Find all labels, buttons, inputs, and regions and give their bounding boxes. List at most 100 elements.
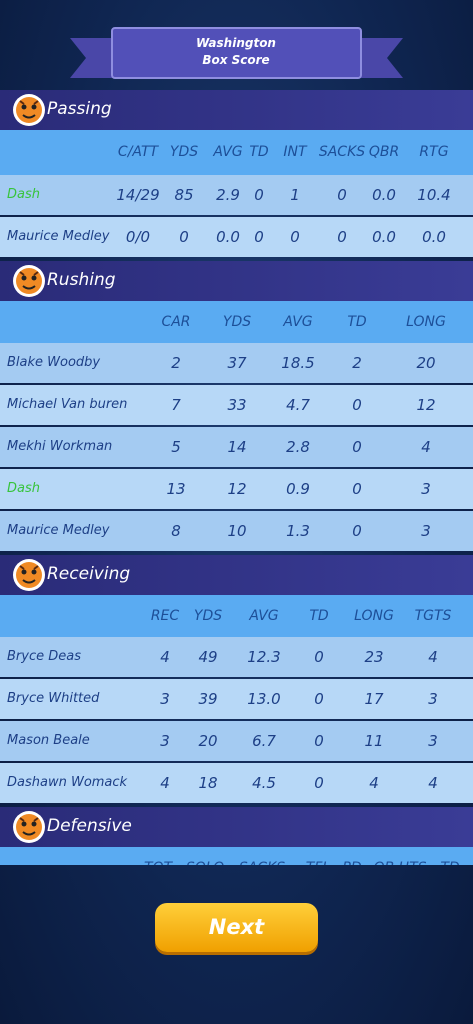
stat-value: 2	[171, 354, 181, 372]
stat-value: 4	[428, 774, 438, 792]
player-row: Bryce Whitted 3 39 13.0 0 17 3	[0, 679, 473, 719]
stat-value: 3	[428, 690, 438, 708]
column-header: INT	[283, 144, 307, 160]
stat-value: 5	[171, 438, 181, 456]
column-header: QB HTS	[373, 860, 426, 865]
stat-value: 0.0	[372, 228, 396, 246]
team-icon	[13, 265, 45, 297]
stat-value: 0.0	[422, 228, 446, 246]
stat-value: 11	[364, 732, 384, 750]
column-header-row: CAR YDS AVG TD LONG	[0, 301, 473, 343]
team-icon	[13, 811, 45, 843]
stat-value: 0	[254, 228, 264, 246]
column-header: CAR	[161, 314, 191, 330]
column-header: TFL	[306, 860, 330, 865]
stat-value: 4	[428, 648, 438, 666]
team-icon	[13, 94, 45, 126]
column-header: TD	[309, 608, 329, 624]
title-banner: Washington Box Score	[70, 27, 403, 79]
column-header: YDS	[169, 144, 199, 160]
column-header: REC	[150, 608, 180, 624]
stat-value: 0	[352, 396, 362, 414]
stat-value: 0	[337, 186, 347, 204]
player-name: Dashawn Womack	[7, 775, 128, 790]
stat-value: 0	[314, 732, 324, 750]
column-header: SACKS	[239, 860, 285, 865]
column-header: C/ATT	[117, 144, 159, 160]
column-header: SOLO	[186, 860, 224, 865]
stat-value: 18	[198, 774, 218, 792]
stat-value: 3	[160, 690, 170, 708]
player-name: Maurice Medley	[7, 523, 110, 538]
stat-value: 0	[352, 522, 362, 540]
stat-value: 0	[352, 438, 362, 456]
player-row: Dash 13 12 0.9 0 3	[0, 469, 473, 509]
stat-value: 0.9	[286, 480, 310, 498]
column-header: QBR	[368, 144, 400, 160]
column-header: AVG	[213, 144, 243, 160]
column-header-row: TOT SOLO SACKS TFL PD QB HTS TD	[0, 847, 473, 865]
stat-value: 49	[198, 648, 218, 666]
player-name: Bryce Whitted	[7, 691, 100, 706]
box-score-panel: Passing C/ATT YDS AVG TD INT SACKS QBR RTG Dash 14…	[0, 90, 473, 865]
next-button[interactable]: Next	[155, 903, 318, 952]
stat-value: 0	[314, 774, 324, 792]
player-name: Maurice Medley	[7, 229, 110, 244]
section-header: Passing	[0, 90, 473, 130]
stat-value: 0	[254, 186, 264, 204]
stat-value: 13.0	[247, 690, 281, 708]
column-header: RTG	[419, 144, 449, 160]
column-header: YDS	[193, 608, 223, 624]
player-name: Blake Woodby	[7, 355, 101, 370]
stat-value: 2.8	[286, 438, 310, 456]
player-row: Michael Van buren 7 33 4.7 0 12	[0, 385, 473, 425]
title-line: Washington	[196, 36, 276, 50]
player-row: Dash 14/29 85 2.9 0 1 0 0.0 10.4	[0, 175, 473, 215]
stat-value: 0	[337, 228, 347, 246]
column-header: AVG	[283, 314, 313, 330]
stat-value: 7	[171, 396, 181, 414]
stat-value: 8	[171, 522, 181, 540]
stat-value: 10.4	[417, 186, 451, 204]
column-header: YDS	[222, 314, 252, 330]
stat-value: 17	[364, 690, 384, 708]
stat-value: 85	[174, 186, 194, 204]
stat-value: 14	[227, 438, 247, 456]
stat-value: 3	[421, 522, 431, 540]
stat-value: 1.3	[286, 522, 310, 540]
stat-value: 12	[227, 480, 247, 498]
title-line: Box Score	[202, 53, 269, 67]
column-header: PD	[342, 860, 361, 865]
stat-value: 20	[416, 354, 436, 372]
player-name: Michael Van buren	[7, 397, 128, 412]
stat-value: 0.0	[216, 228, 240, 246]
stat-value: 0	[352, 480, 362, 498]
stat-value: 10	[227, 522, 247, 540]
stat-value: 2	[352, 354, 362, 372]
column-header: TD	[249, 144, 269, 160]
column-header-row: REC YDS AVG TD LONG TGTS	[0, 595, 473, 637]
column-header: LONG	[354, 608, 394, 624]
stat-value: 0	[179, 228, 189, 246]
stat-value: 12	[416, 396, 436, 414]
team-icon	[13, 559, 45, 591]
player-name: Mason Beale	[7, 733, 90, 748]
player-row: Maurice Medley 8 10 1.3 0 3	[0, 511, 473, 551]
player-name: Dash	[7, 481, 40, 496]
stat-value: 4	[160, 774, 170, 792]
stat-value: 6.7	[252, 732, 276, 750]
section-header: Receiving	[0, 555, 473, 595]
player-row: Maurice Medley 0/0 0 0.0 0 0 0 0.0 0.0	[0, 217, 473, 257]
stat-value: 14/29	[116, 186, 160, 204]
stat-value: 13	[166, 480, 186, 498]
stat-value: 20	[198, 732, 218, 750]
player-row: Mekhi Workman 5 14 2.8 0 4	[0, 427, 473, 467]
stat-value: 4.7	[286, 396, 310, 414]
section-header: Defensive	[0, 807, 473, 847]
player-name: Dash	[7, 187, 40, 202]
section-title: Defensive	[47, 816, 132, 836]
column-header: TD	[440, 860, 459, 865]
stat-value: 37	[227, 354, 247, 372]
stat-value: 0	[314, 690, 324, 708]
